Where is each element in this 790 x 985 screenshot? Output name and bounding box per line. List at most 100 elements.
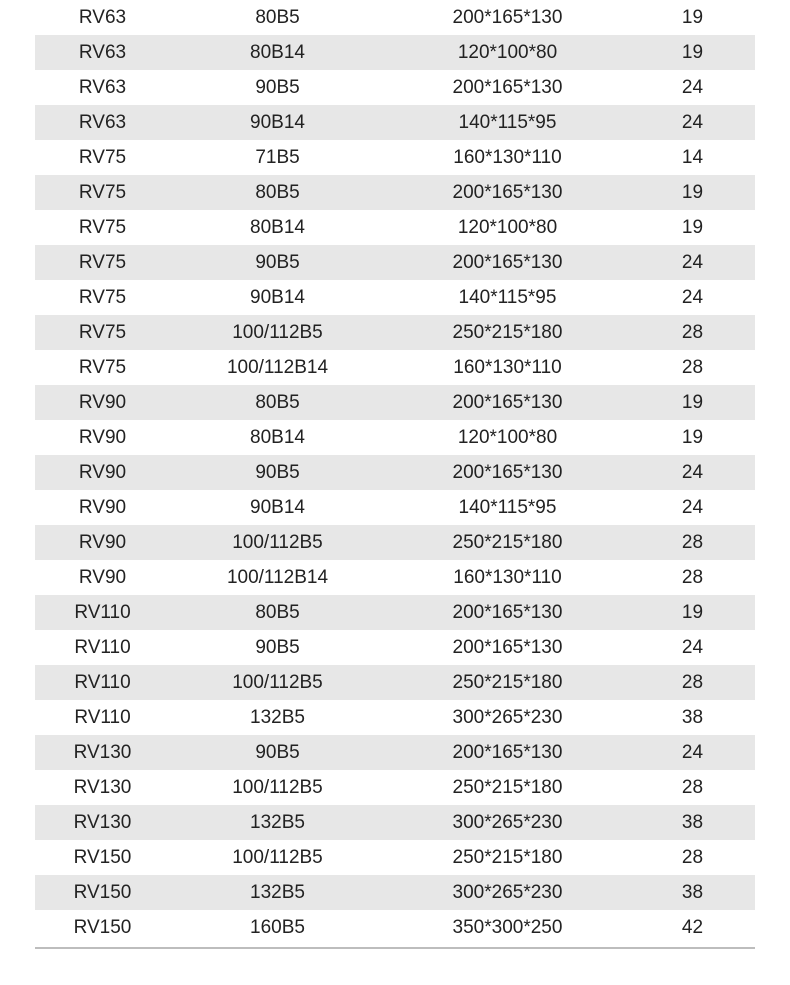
table-row: RV7580B5200*165*13019 (35, 175, 755, 210)
cell-model: RV63 (35, 105, 170, 140)
cell-shaft: 19 (630, 385, 755, 420)
cell-flange: 100/112B5 (170, 665, 385, 700)
cell-flange: 100/112B5 (170, 315, 385, 350)
bottom-rule (35, 947, 755, 949)
cell-flange: 100/112B14 (170, 350, 385, 385)
cell-flange: 90B5 (170, 735, 385, 770)
cell-shaft: 19 (630, 210, 755, 245)
cell-model: RV75 (35, 175, 170, 210)
cell-model: RV150 (35, 875, 170, 910)
table-row: RV9080B5200*165*13019 (35, 385, 755, 420)
cell-shaft: 24 (630, 455, 755, 490)
table-row: RV7590B5200*165*13024 (35, 245, 755, 280)
cell-shaft: 28 (630, 560, 755, 595)
cell-dims: 160*130*110 (385, 350, 630, 385)
cell-dims: 300*265*230 (385, 875, 630, 910)
cell-shaft: 38 (630, 875, 755, 910)
cell-shaft: 24 (630, 105, 755, 140)
cell-dims: 200*165*130 (385, 0, 630, 35)
cell-shaft: 28 (630, 840, 755, 875)
cell-model: RV110 (35, 665, 170, 700)
cell-model: RV63 (35, 70, 170, 105)
cell-flange: 90B5 (170, 245, 385, 280)
cell-flange: 100/112B14 (170, 560, 385, 595)
cell-dims: 200*165*130 (385, 595, 630, 630)
cell-dims: 250*215*180 (385, 315, 630, 350)
cell-shaft: 19 (630, 0, 755, 35)
table-row: RV150132B5300*265*23038 (35, 875, 755, 910)
table-row: RV6390B14140*115*9524 (35, 105, 755, 140)
cell-dims: 200*165*130 (385, 455, 630, 490)
cell-dims: 350*300*250 (385, 910, 630, 945)
cell-flange: 132B5 (170, 805, 385, 840)
cell-dims: 140*115*95 (385, 490, 630, 525)
cell-model: RV75 (35, 140, 170, 175)
cell-flange: 80B14 (170, 210, 385, 245)
table-row: RV130100/112B5250*215*18028 (35, 770, 755, 805)
cell-model: RV90 (35, 560, 170, 595)
table-row: RV90100/112B5250*215*18028 (35, 525, 755, 560)
table-row: RV6380B5200*165*13019 (35, 0, 755, 35)
table-row: RV90100/112B14160*130*11028 (35, 560, 755, 595)
cell-flange: 90B5 (170, 70, 385, 105)
cell-shaft: 28 (630, 525, 755, 560)
cell-flange: 80B14 (170, 35, 385, 70)
cell-model: RV110 (35, 630, 170, 665)
cell-dims: 160*130*110 (385, 140, 630, 175)
cell-shaft: 24 (630, 280, 755, 315)
table-row: RV9090B5200*165*13024 (35, 455, 755, 490)
cell-shaft: 38 (630, 700, 755, 735)
cell-dims: 120*100*80 (385, 210, 630, 245)
cell-flange: 90B5 (170, 455, 385, 490)
cell-flange: 160B5 (170, 910, 385, 945)
cell-flange: 100/112B5 (170, 840, 385, 875)
table-row: RV9080B14120*100*8019 (35, 420, 755, 455)
table-row: RV6380B14120*100*8019 (35, 35, 755, 70)
cell-shaft: 24 (630, 70, 755, 105)
cell-flange: 80B5 (170, 175, 385, 210)
cell-shaft: 42 (630, 910, 755, 945)
cell-flange: 100/112B5 (170, 525, 385, 560)
cell-flange: 80B5 (170, 385, 385, 420)
table-row: RV130132B5300*265*23038 (35, 805, 755, 840)
table-row: RV7571B5160*130*11014 (35, 140, 755, 175)
cell-shaft: 19 (630, 35, 755, 70)
cell-shaft: 38 (630, 805, 755, 840)
cell-flange: 80B14 (170, 420, 385, 455)
cell-shaft: 28 (630, 315, 755, 350)
cell-flange: 90B14 (170, 280, 385, 315)
cell-dims: 200*165*130 (385, 245, 630, 280)
cell-model: RV90 (35, 420, 170, 455)
cell-shaft: 28 (630, 665, 755, 700)
cell-dims: 250*215*180 (385, 770, 630, 805)
cell-shaft: 24 (630, 245, 755, 280)
cell-model: RV90 (35, 525, 170, 560)
cell-dims: 250*215*180 (385, 840, 630, 875)
table-row: RV6390B5200*165*13024 (35, 70, 755, 105)
cell-flange: 90B5 (170, 630, 385, 665)
cell-model: RV90 (35, 385, 170, 420)
cell-dims: 200*165*130 (385, 175, 630, 210)
cell-dims: 140*115*95 (385, 105, 630, 140)
table-row: RV7590B14140*115*9524 (35, 280, 755, 315)
spec-table: RV6380B5200*165*13019RV6380B14120*100*80… (35, 0, 755, 945)
cell-shaft: 19 (630, 420, 755, 455)
cell-dims: 200*165*130 (385, 735, 630, 770)
cell-model: RV130 (35, 805, 170, 840)
cell-model: RV90 (35, 490, 170, 525)
table-row: RV75100/112B14160*130*11028 (35, 350, 755, 385)
cell-dims: 120*100*80 (385, 35, 630, 70)
cell-shaft: 14 (630, 140, 755, 175)
cell-dims: 160*130*110 (385, 560, 630, 595)
cell-dims: 140*115*95 (385, 280, 630, 315)
cell-model: RV75 (35, 350, 170, 385)
cell-flange: 90B14 (170, 490, 385, 525)
cell-shaft: 19 (630, 595, 755, 630)
table-row: RV110132B5300*265*23038 (35, 700, 755, 735)
cell-shaft: 28 (630, 350, 755, 385)
cell-model: RV63 (35, 35, 170, 70)
cell-dims: 200*165*130 (385, 70, 630, 105)
cell-shaft: 19 (630, 175, 755, 210)
cell-model: RV63 (35, 0, 170, 35)
table-row: RV9090B14140*115*9524 (35, 490, 755, 525)
